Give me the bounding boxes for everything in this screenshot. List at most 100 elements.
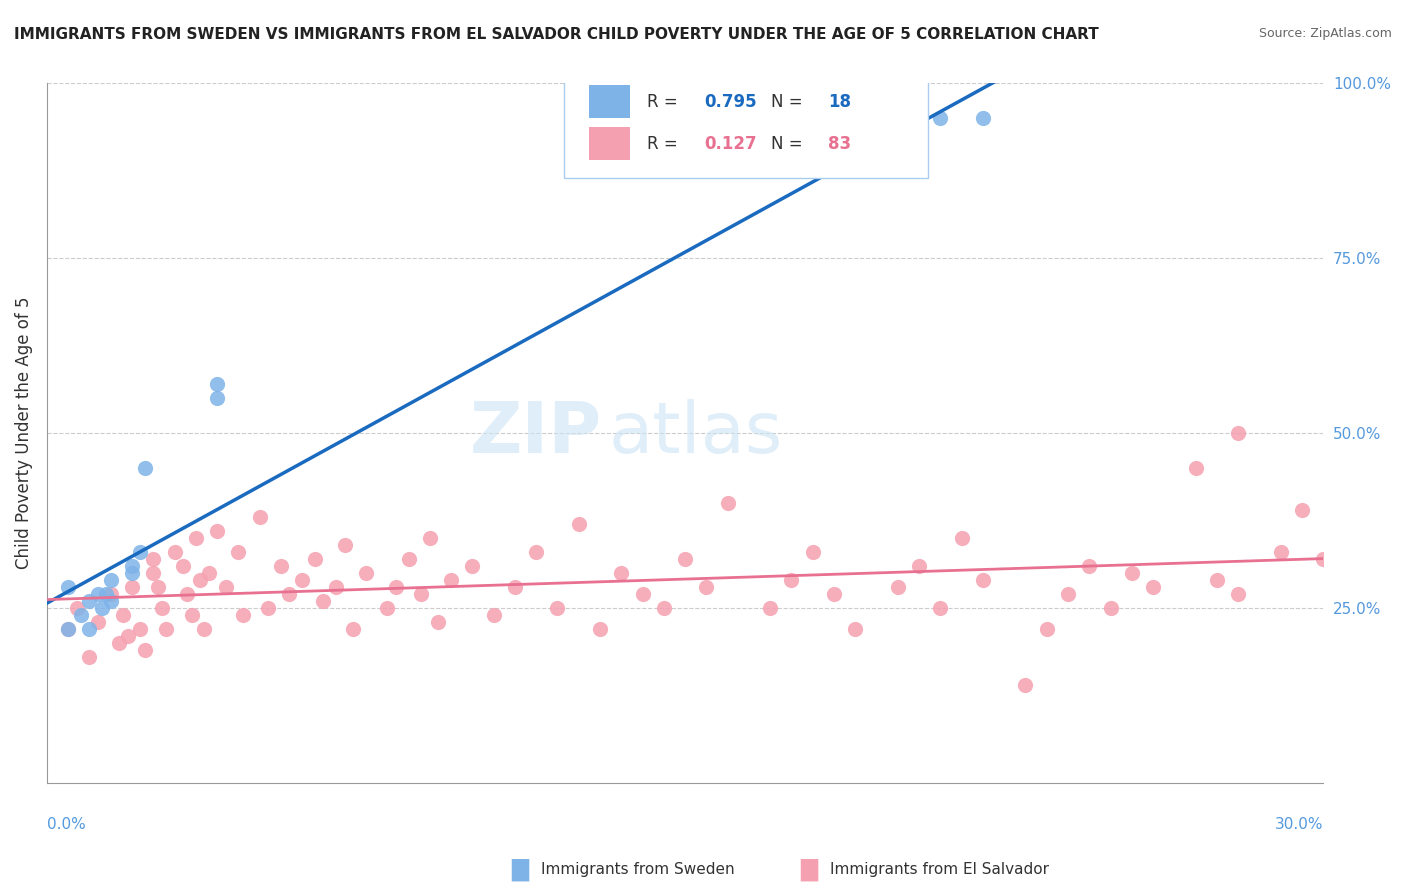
Point <box>631 587 654 601</box>
Point <box>695 580 717 594</box>
Point <box>129 622 152 636</box>
Text: R =: R = <box>647 135 678 153</box>
Point <box>142 552 165 566</box>
FancyBboxPatch shape <box>589 85 630 119</box>
Point <box>461 558 484 573</box>
Point <box>172 558 194 573</box>
Point <box>503 580 526 594</box>
Point <box>96 587 118 601</box>
Point <box>188 573 211 587</box>
Point <box>79 622 101 636</box>
Point <box>70 607 93 622</box>
Point <box>56 580 79 594</box>
Point <box>1291 503 1313 517</box>
Point <box>908 558 931 573</box>
Point <box>1184 461 1206 475</box>
Point <box>524 545 547 559</box>
Point <box>972 573 994 587</box>
Point <box>780 573 803 587</box>
Point <box>1057 587 1080 601</box>
Point <box>1099 600 1122 615</box>
Y-axis label: Child Poverty Under the Age of 5: Child Poverty Under the Age of 5 <box>15 297 32 569</box>
Point <box>375 600 398 615</box>
Point <box>546 600 568 615</box>
Point <box>56 622 79 636</box>
Text: N =: N = <box>770 93 803 111</box>
Point <box>163 545 186 559</box>
Point <box>844 622 866 636</box>
Point <box>411 587 433 601</box>
Point <box>278 587 301 601</box>
Point <box>117 629 139 643</box>
Point <box>87 615 110 629</box>
Point <box>1014 678 1036 692</box>
Point <box>180 607 202 622</box>
Point <box>155 622 177 636</box>
Point <box>384 580 406 594</box>
Text: 83: 83 <box>828 135 851 153</box>
Point <box>1078 558 1101 573</box>
Point <box>270 558 292 573</box>
Text: Source: ZipAtlas.com: Source: ZipAtlas.com <box>1258 27 1392 40</box>
Point <box>79 649 101 664</box>
Text: Immigrants from Sweden: Immigrants from Sweden <box>541 863 735 877</box>
Point <box>142 566 165 580</box>
Point <box>100 587 122 601</box>
Point <box>134 643 156 657</box>
Text: R =: R = <box>647 93 678 111</box>
Point <box>1312 552 1334 566</box>
Text: █: █ <box>512 858 529 881</box>
Point <box>197 566 219 580</box>
Point <box>249 510 271 524</box>
Point <box>1121 566 1143 580</box>
Point <box>205 377 228 392</box>
Text: 30.0%: 30.0% <box>1275 817 1323 832</box>
Point <box>759 600 782 615</box>
Point <box>1206 573 1229 587</box>
Text: Immigrants from El Salvador: Immigrants from El Salvador <box>830 863 1049 877</box>
Point <box>610 566 633 580</box>
Point <box>205 524 228 538</box>
Point <box>121 566 143 580</box>
Point <box>823 587 845 601</box>
Text: █: █ <box>800 858 817 881</box>
Point <box>887 580 910 594</box>
Point <box>652 600 675 615</box>
Point <box>79 594 101 608</box>
Point <box>184 531 207 545</box>
Point <box>91 600 114 615</box>
Point <box>354 566 377 580</box>
Point <box>193 622 215 636</box>
Point <box>146 580 169 594</box>
Point <box>108 636 131 650</box>
Text: N =: N = <box>770 135 803 153</box>
Text: 0.127: 0.127 <box>704 135 756 153</box>
Point <box>568 516 591 531</box>
Text: 18: 18 <box>828 93 851 111</box>
Point <box>312 594 335 608</box>
Point <box>121 580 143 594</box>
Text: ZIP: ZIP <box>470 399 602 467</box>
Point <box>325 580 347 594</box>
Point <box>589 622 612 636</box>
Point <box>257 600 280 615</box>
Point <box>214 580 236 594</box>
Point <box>129 545 152 559</box>
Text: 0.0%: 0.0% <box>46 817 86 832</box>
Point <box>1142 580 1164 594</box>
Point <box>1035 622 1057 636</box>
Point <box>291 573 314 587</box>
Point <box>801 545 824 559</box>
Point <box>440 573 463 587</box>
Point <box>121 558 143 573</box>
Point <box>66 600 89 615</box>
Text: atlas: atlas <box>609 399 783 467</box>
Point <box>232 607 254 622</box>
Point <box>929 600 952 615</box>
Point <box>304 552 326 566</box>
Point <box>929 112 952 126</box>
Point <box>333 538 356 552</box>
Point <box>673 552 696 566</box>
Point <box>134 461 156 475</box>
Point <box>427 615 450 629</box>
